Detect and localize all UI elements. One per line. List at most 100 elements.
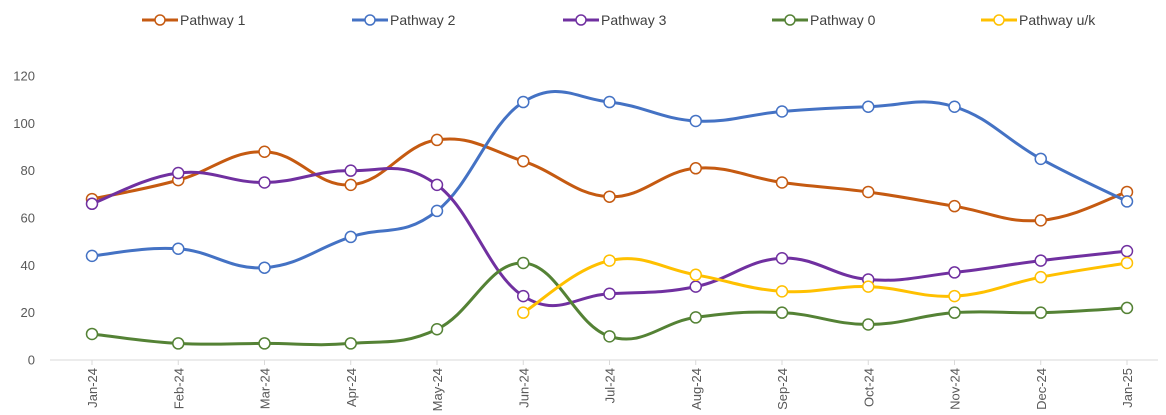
- series-pathway-0: [85, 256, 1134, 350]
- chart-legend: Pathway 1 Pathway 2 Pathway 3 Pathway 0 Path…: [142, 12, 1096, 28]
- data-point-pathway-2-jul-24: [603, 95, 616, 109]
- legend-label: Pathway 1: [180, 12, 246, 28]
- x-tick-label-sep-24: Sep-24: [775, 368, 790, 410]
- data-point-pathway-0-dec-24: [1034, 306, 1047, 319]
- data-point-pathway-3-sep-24: [775, 251, 789, 265]
- y-tick-label-80: 80: [21, 163, 35, 178]
- x-tick-label-mar-24: Mar-24: [258, 368, 273, 409]
- data-point-pathway-1-jul-24: [603, 190, 616, 203]
- x-tick-label-jan-24: Jan-24: [85, 368, 100, 408]
- data-point-pathway-3-jul-24: [603, 287, 616, 300]
- legend-swatch-marker: [784, 14, 796, 26]
- data-point-pathway-0-jun-24: [517, 256, 530, 270]
- x-tick-label-jan-25: Jan-25: [1120, 368, 1135, 408]
- data-point-pathway-u-k-dec-24: [1034, 270, 1047, 284]
- legend-item-pathway-1: Pathway 1: [142, 12, 246, 28]
- data-point-pathway-2-feb-24: [172, 242, 185, 256]
- y-tick-label-100: 100: [13, 116, 35, 131]
- series-layer: [85, 89, 1134, 350]
- x-tick-label-jun-24: Jun-24: [516, 368, 531, 408]
- legend-item-pathway-2: Pathway 2: [352, 12, 456, 28]
- legend-label: Pathway u/k: [1019, 12, 1096, 28]
- data-point-pathway-u-k-oct-24: [862, 280, 875, 293]
- series-line-pathway-2: [90, 89, 1129, 270]
- data-point-pathway-2-aug-24: [689, 114, 702, 128]
- data-point-pathway-1-jun-24: [517, 154, 530, 168]
- x-axis: Jan-24 Feb-24 Mar-24 Apr-24 May-24 Jun-24 Jul-…: [50, 359, 1158, 411]
- data-point-pathway-2-dec-24: [1034, 152, 1047, 166]
- series-pathway-u-k: [517, 254, 1134, 319]
- data-point-pathway-3-dec-24: [1034, 254, 1047, 267]
- data-point-pathway-2-mar-24: [258, 261, 271, 274]
- legend-item-pathway-u-k: Pathway u/k: [981, 12, 1096, 28]
- data-point-pathway-3-aug-24: [689, 280, 702, 293]
- data-point-pathway-2-sep-24: [775, 105, 789, 118]
- data-point-pathway-0-jan-24: [85, 327, 99, 341]
- data-point-pathway-0-oct-24: [862, 318, 875, 331]
- data-point-pathway-0-apr-24: [344, 337, 357, 350]
- legend-swatch-marker: [154, 14, 166, 26]
- data-point-pathway-u-k-sep-24: [775, 285, 789, 298]
- data-point-pathway-0-sep-24: [775, 306, 789, 319]
- data-point-pathway-1-oct-24: [862, 185, 875, 199]
- data-point-pathway-u-k-jan-25: [1120, 256, 1134, 270]
- y-tick-label-0: 0: [28, 353, 35, 368]
- data-point-pathway-2-may-24: [430, 204, 444, 218]
- y-tick-label-120: 120: [13, 69, 35, 84]
- series-line-pathway-3: [90, 167, 1129, 307]
- data-point-pathway-3-mar-24: [258, 176, 271, 189]
- legend-swatch-marker: [993, 14, 1005, 26]
- y-tick-label-40: 40: [21, 258, 35, 273]
- x-tick-label-jul-24: Jul-24: [603, 368, 618, 403]
- data-point-pathway-3-may-24: [430, 178, 444, 192]
- data-point-pathway-2-jan-25: [1120, 195, 1134, 208]
- x-tick-label-may-24: May-24: [430, 368, 445, 411]
- data-point-pathway-2-oct-24: [862, 100, 875, 114]
- series-pathway-2: [85, 89, 1134, 274]
- x-tick-label-aug-24: Aug-24: [689, 368, 704, 410]
- data-point-pathway-3-jan-25: [1120, 244, 1134, 258]
- data-point-pathway-0-mar-24: [258, 337, 271, 350]
- data-point-pathway-2-jun-24: [517, 95, 530, 109]
- data-point-pathway-1-mar-24: [258, 145, 271, 158]
- legend-item-pathway-0: Pathway 0: [772, 12, 876, 28]
- series-pathway-3: [85, 164, 1134, 307]
- data-point-pathway-3-jun-24: [517, 289, 530, 303]
- data-point-pathway-2-apr-24: [344, 230, 357, 244]
- y-tick-label-60: 60: [21, 211, 35, 226]
- legend-item-pathway-3: Pathway 3: [563, 12, 667, 28]
- x-tick-label-apr-24: Apr-24: [344, 368, 359, 407]
- y-axis: 0 20 40 60 80 100 120: [13, 69, 35, 368]
- legend-label: Pathway 3: [601, 12, 667, 28]
- legend-label: Pathway 0: [810, 12, 876, 28]
- x-tick-label-feb-24: Feb-24: [171, 368, 186, 409]
- data-point-pathway-u-k-aug-24: [689, 268, 702, 282]
- data-point-pathway-3-feb-24: [172, 166, 185, 180]
- data-point-pathway-u-k-nov-24: [948, 289, 961, 303]
- data-point-pathway-0-feb-24: [172, 337, 185, 350]
- legend-label: Pathway 2: [390, 12, 456, 28]
- data-point-pathway-u-k-jul-24: [603, 254, 616, 267]
- data-point-pathway-2-jan-24: [85, 249, 99, 263]
- data-point-pathway-1-nov-24: [948, 199, 961, 213]
- data-point-pathway-1-aug-24: [689, 162, 702, 175]
- data-point-pathway-1-dec-24: [1034, 214, 1047, 227]
- x-tick-label-oct-24: Oct-24: [861, 368, 876, 407]
- data-point-pathway-0-jul-24: [603, 330, 616, 343]
- x-tick-label-dec-24: Dec-24: [1034, 368, 1049, 410]
- data-point-pathway-0-jan-25: [1120, 301, 1134, 315]
- legend-swatch-marker: [364, 14, 376, 26]
- x-tick-label-nov-24: Nov-24: [948, 368, 963, 410]
- data-point-pathway-0-nov-24: [948, 306, 961, 319]
- legend-swatch-marker: [575, 14, 587, 26]
- data-point-pathway-u-k-jun-24: [517, 306, 530, 319]
- data-point-pathway-1-may-24: [430, 133, 444, 147]
- data-point-pathway-3-apr-24: [344, 164, 357, 177]
- data-point-pathway-0-may-24: [430, 322, 444, 336]
- data-point-pathway-2-nov-24: [948, 100, 961, 114]
- data-point-pathway-0-aug-24: [689, 311, 702, 324]
- data-point-pathway-3-jan-24: [85, 197, 99, 211]
- y-tick-label-20: 20: [21, 305, 35, 320]
- data-point-pathway-3-nov-24: [948, 266, 961, 279]
